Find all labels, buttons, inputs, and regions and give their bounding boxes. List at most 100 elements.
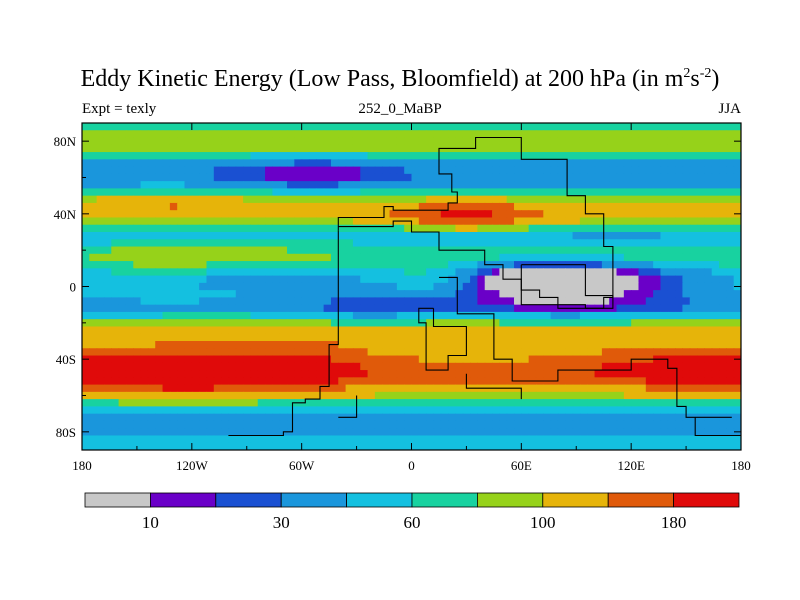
field-cell [184, 413, 193, 422]
field-cell [301, 123, 310, 131]
field-cell [675, 232, 684, 240]
field-cell [147, 362, 156, 371]
field-cell [477, 406, 486, 415]
field-cell [506, 195, 515, 204]
field-cell [704, 137, 713, 146]
field-cell [572, 290, 581, 298]
field-cell [162, 152, 171, 160]
field-cell [550, 253, 559, 262]
field-cell [418, 195, 427, 204]
field-cell [287, 406, 295, 415]
field-cell [301, 152, 310, 160]
field-cell [506, 420, 515, 429]
field-cell [653, 304, 662, 313]
field-cell [118, 232, 127, 240]
field-cell [250, 253, 259, 262]
field-cell [587, 181, 596, 189]
field-cell [492, 232, 500, 240]
field-cell [235, 435, 244, 444]
field-cell [719, 384, 727, 393]
field-cell [389, 246, 398, 255]
field-cell [667, 290, 676, 298]
field-cell [711, 137, 720, 146]
field-cell [638, 173, 647, 182]
field-cell [579, 311, 588, 320]
field-cell [572, 377, 581, 386]
field-cell [645, 384, 654, 393]
field-cell [301, 435, 310, 444]
field-cell [389, 261, 398, 269]
field-cell [125, 137, 134, 146]
field-cell [169, 370, 178, 378]
field-cell [631, 348, 640, 357]
field-cell [338, 232, 347, 240]
field-cell [689, 341, 698, 349]
field-cell [235, 123, 244, 131]
field-cell [243, 137, 252, 146]
field-cell [265, 130, 273, 139]
field-cell [133, 370, 142, 378]
field-cell [360, 210, 369, 219]
field-cell [221, 428, 230, 437]
field-cell [426, 195, 435, 204]
field-cell [345, 202, 354, 211]
field-cell [360, 311, 369, 320]
field-cell [272, 253, 281, 262]
field-cell [609, 166, 618, 175]
field-cell [477, 290, 486, 298]
field-cell [118, 261, 127, 269]
field-cell [294, 224, 303, 233]
field-cell [162, 413, 171, 422]
field-cell [257, 333, 266, 342]
field-cell [206, 420, 215, 429]
field-cell [653, 275, 662, 284]
field-cell [689, 311, 698, 320]
field-cell [682, 355, 691, 364]
field-cell [265, 188, 273, 197]
field-cell [301, 261, 310, 269]
field-cell [199, 333, 208, 342]
field-cell [521, 130, 530, 139]
field-cell [682, 377, 691, 386]
field-cell [199, 137, 208, 146]
field-cell [213, 370, 222, 378]
field-cell [645, 188, 654, 197]
field-cell [169, 428, 178, 437]
field-cell [477, 181, 486, 189]
field-cell [462, 355, 471, 364]
field-cell [294, 304, 303, 313]
field-cell [199, 224, 208, 233]
field-cell [697, 253, 705, 262]
field-cell [448, 420, 457, 429]
field-cell [345, 420, 354, 429]
field-cell [579, 362, 588, 371]
field-cell [697, 282, 705, 291]
field-cell [155, 282, 164, 291]
field-cell [169, 152, 178, 160]
field-cell [404, 224, 413, 233]
field-cell [206, 159, 215, 168]
field-cell [733, 261, 741, 269]
field-cell [206, 362, 215, 371]
field-cell [521, 341, 530, 349]
field-cell [96, 442, 105, 450]
field-cell [484, 144, 493, 153]
field-cell [726, 319, 735, 328]
field-cell [301, 224, 310, 233]
field-cell [118, 348, 127, 357]
field-cell [653, 217, 662, 226]
field-cell [177, 246, 186, 255]
field-cell [514, 428, 522, 437]
field-cell [535, 173, 544, 182]
field-cell [638, 268, 647, 277]
field-cell [477, 428, 486, 437]
field-cell [535, 202, 544, 211]
field-cell [235, 341, 244, 349]
field-cell [213, 319, 222, 328]
field-cell [199, 319, 208, 328]
field-cell [169, 362, 178, 371]
field-cell [528, 210, 537, 219]
field-cell [235, 188, 244, 197]
field-cell [404, 152, 413, 160]
field-cell [579, 420, 588, 429]
